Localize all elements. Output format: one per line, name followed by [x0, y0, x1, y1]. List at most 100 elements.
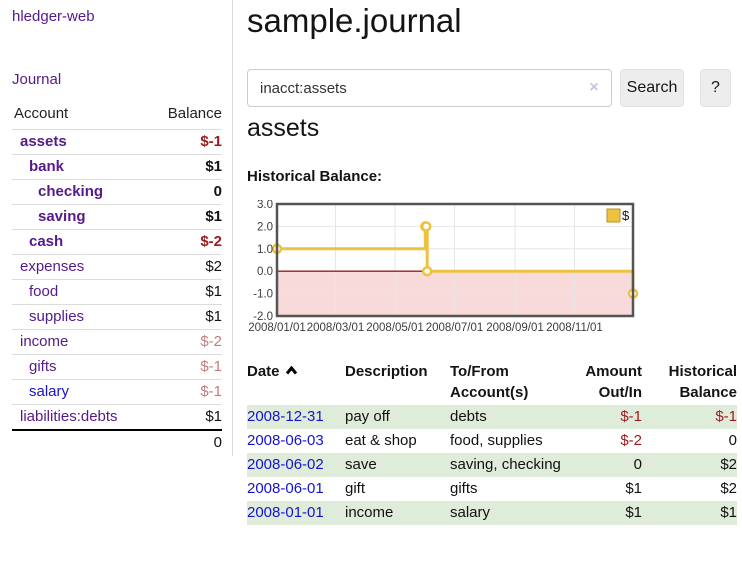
transaction-amount: $1 [625, 480, 642, 497]
transaction-balance: $2 [720, 456, 737, 473]
search-input[interactable] [247, 69, 612, 107]
account-row: assets $-1 [12, 129, 222, 155]
account-link-assets[interactable]: assets [20, 133, 67, 150]
y-axis-tick-label: 3.0 [257, 200, 273, 211]
register-column-header-amount-out-in[interactable]: Amount Out/In [562, 361, 642, 405]
x-axis-tick-label: 2008/09/01 [486, 322, 544, 334]
transaction-row: 2008-06-02 save saving, checking 0 $2 [247, 453, 737, 477]
account-link-salary[interactable]: salary [29, 383, 70, 400]
account-name-cell: assets [12, 129, 150, 155]
transaction-date-link[interactable]: 2008-12-31 [247, 408, 324, 425]
transaction-amount: $1 [625, 504, 642, 521]
register-column-header-description[interactable]: Description [345, 361, 450, 405]
transaction-date-cell: 2008-06-02 [247, 453, 345, 477]
transaction-description: eat & shop [345, 432, 417, 449]
account-balance: $1 [149, 204, 222, 230]
app-title-link[interactable]: hledger-web [12, 8, 95, 25]
page-title: sample.journal [247, 2, 462, 39]
account-row: liabilities:debts $1 [12, 404, 222, 430]
search-button[interactable]: Search [620, 69, 684, 107]
account-link-checking[interactable]: checking [38, 183, 104, 200]
y-axis-tick-label: 0.0 [257, 266, 273, 278]
transaction-accounts: saving, checking [450, 456, 561, 473]
help-button[interactable]: ? [700, 69, 731, 107]
accounts-total-spacer [12, 429, 150, 455]
transaction-accounts: salary [450, 504, 491, 521]
account-heading: assets [247, 114, 320, 142]
account-link-gifts[interactable]: gifts [29, 358, 57, 375]
transaction-date-link[interactable]: 2008-01-01 [247, 504, 324, 521]
transaction-row: 2008-12-31 pay off debts $-1 $-1 [247, 405, 737, 429]
sidebar: hledger-web Journal Account Balance asse… [0, 0, 233, 456]
transaction-date-link[interactable]: 2008-06-01 [247, 480, 324, 497]
transaction-balance: $-1 [715, 408, 737, 425]
account-name-cell: bank [12, 154, 150, 180]
account-link-cash[interactable]: cash [29, 233, 64, 250]
main-content: sample.journal × Search ? assets Histori… [247, 0, 742, 582]
transaction-amount: 0 [633, 456, 642, 473]
account-row: bank $1 [12, 154, 222, 180]
account-name-cell: gifts [12, 354, 150, 380]
account-column-header: Account [14, 105, 69, 122]
register-column-label: Description [345, 363, 428, 380]
transaction-description: pay off [345, 408, 390, 425]
sidebar-item-journal[interactable]: Journal [12, 71, 62, 88]
account-row: gifts $-1 [12, 354, 222, 380]
transaction-date-link[interactable]: 2008-06-02 [247, 456, 324, 473]
transaction-accounts: gifts [450, 480, 478, 497]
account-link-bank[interactable]: bank [29, 158, 65, 175]
transaction-date-cell: 2008-06-01 [247, 477, 345, 501]
account-link-supplies[interactable]: supplies [29, 308, 85, 325]
clear-search-icon[interactable]: × [589, 79, 599, 96]
account-link-food[interactable]: food [29, 283, 59, 300]
account-name-cell: income [12, 329, 150, 355]
account-row: expenses $2 [12, 254, 222, 280]
transaction-date-cell: 2008-12-31 [247, 405, 345, 429]
transaction-row: 2008-01-01 income salary $1 $1 [247, 501, 737, 525]
account-row: saving $1 [12, 204, 222, 230]
data-point-marker [421, 265, 433, 277]
account-link-expenses[interactable]: expenses [20, 258, 85, 275]
account-row: salary $-1 [12, 379, 222, 405]
account-balance: $1 [149, 154, 222, 180]
transaction-balance: 0 [728, 432, 737, 449]
account-link-saving[interactable]: saving [38, 208, 86, 225]
y-axis-tick-label: -1.0 [253, 289, 273, 301]
x-axis-tick-label: 2008/01/01 [248, 322, 306, 334]
transaction-accounts: food, supplies [450, 432, 543, 449]
account-link-liabilities-debts[interactable]: liabilities:debts [20, 408, 118, 425]
register-table-header: Date Description To/From Account(s) Amount … [247, 361, 737, 405]
account-row: supplies $1 [12, 304, 222, 330]
account-link-income[interactable]: income [20, 333, 69, 350]
legend-label: $ [622, 208, 630, 223]
x-axis-tick-label: 2008/05/01 [366, 322, 424, 334]
account-balance: $-1 [149, 379, 222, 405]
transaction-accounts: debts [450, 408, 487, 425]
transaction-balance: $2 [720, 480, 737, 497]
account-name-cell: saving [12, 204, 150, 230]
transaction-date-cell: 2008-01-01 [247, 501, 345, 525]
transaction-date-link[interactable]: 2008-06-03 [247, 432, 324, 449]
accounts-table: Account Balance assets $-1 bank $1 checking 0… [12, 103, 222, 455]
account-balance: $-1 [149, 129, 222, 155]
account-name-cell: supplies [12, 304, 150, 330]
accounts-total-value: 0 [149, 429, 222, 455]
register-column-header-date[interactable]: Date [247, 361, 345, 405]
data-point-marker [420, 221, 432, 232]
transaction-description: income [345, 504, 394, 521]
account-balance: $-1 [149, 354, 222, 380]
register-column-label: Date [247, 363, 280, 380]
transaction-balance: $1 [720, 504, 737, 521]
accounts-total-row: 0 [12, 429, 222, 455]
y-axis-tick-label: -2.0 [253, 311, 273, 323]
account-row: income $-2 [12, 329, 222, 355]
account-row: food $1 [12, 279, 222, 305]
accounts-table-header: Account Balance [12, 103, 222, 130]
register-column-header-to-from-account-s-[interactable]: To/From Account(s) [450, 361, 562, 405]
register-column-label: To/From Account(s) [450, 363, 529, 401]
balance-column-header: Balance [167, 105, 222, 122]
x-axis-tick-label: 2008/03/01 [307, 322, 365, 334]
transaction-description: save [345, 456, 377, 473]
register-column-header-historical-balance[interactable]: Historical Balance [642, 361, 737, 405]
